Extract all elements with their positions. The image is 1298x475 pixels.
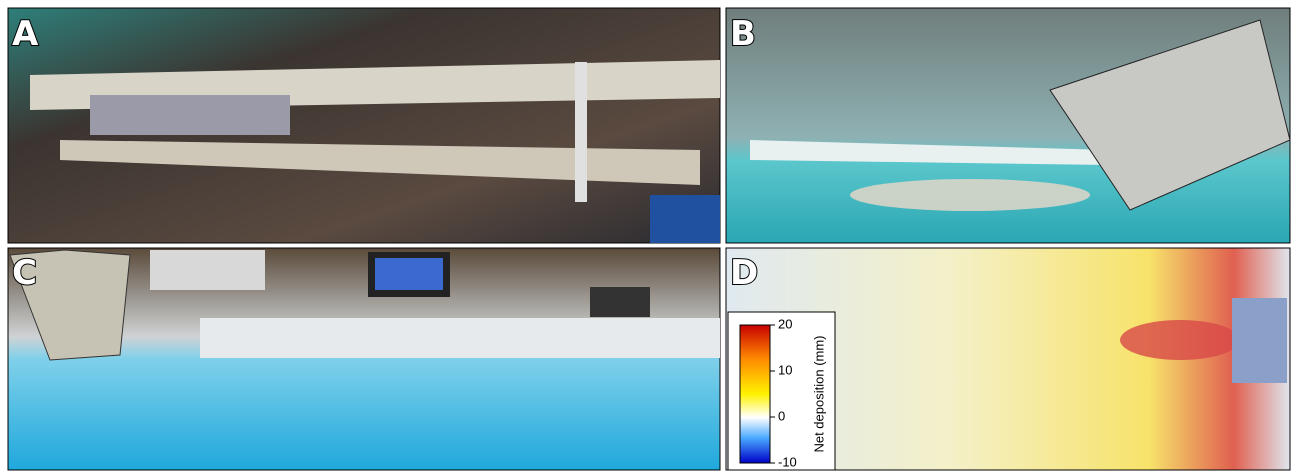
colorbar-tick-label: 20 [778,316,792,331]
colorbar [740,325,770,463]
panel-label: C [12,253,37,293]
blue-object [650,195,720,243]
laptop [590,287,650,317]
inlet-box [90,95,290,135]
screen [375,258,443,290]
panel-label: D [730,253,758,293]
colorbar-label: Net deposition (mm) [811,335,826,452]
frame [575,62,587,202]
figure: Net deposition (mm) A B C D 20 10 0 -10 [0,0,1298,475]
colorbar-tick-label: 0 [778,408,785,423]
cabinet [150,250,265,290]
inlet [1232,298,1287,383]
panel-label: A [12,14,39,54]
tank-wall [200,318,720,358]
current [850,179,1090,211]
colorbar-tick-label: 10 [778,362,792,377]
panel-label: B [730,14,756,54]
deposit-peak [1120,320,1240,360]
colorbar-tick-label: -10 [778,454,797,469]
